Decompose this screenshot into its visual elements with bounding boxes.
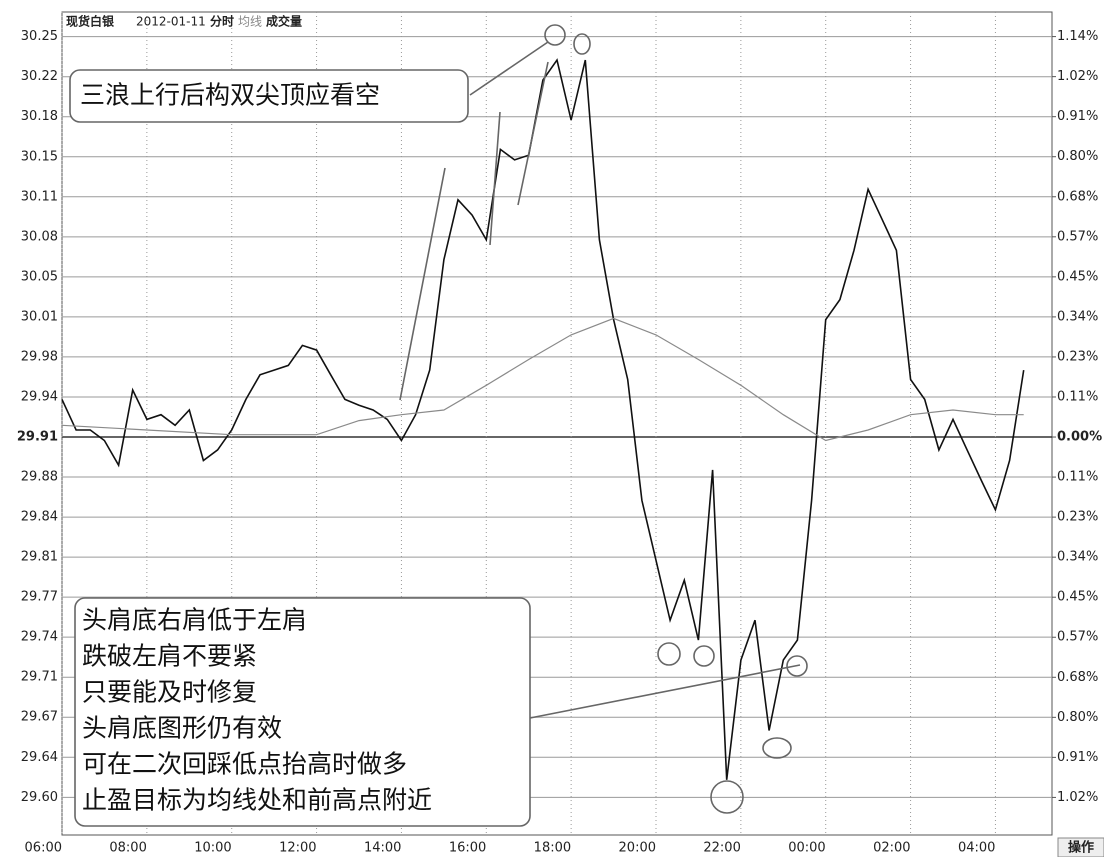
y-tick-label: 30.01 bbox=[21, 309, 58, 324]
y2-tick-label: 0.11% bbox=[1057, 389, 1098, 404]
annotation-line: 可在二次回踩低点抬高时做多 bbox=[82, 750, 407, 779]
indicator: 均线 bbox=[238, 15, 262, 29]
annotation-shapes bbox=[69, 24, 808, 827]
series-line bbox=[61, 317, 1024, 442]
y-tick-label: 29.64 bbox=[21, 750, 58, 765]
y-tick-label: 29.94 bbox=[21, 389, 58, 404]
y2-tick-label: 0.68% bbox=[1057, 189, 1098, 204]
note-box bbox=[69, 69, 469, 123]
x-tick-label: 06:00 bbox=[25, 841, 62, 856]
y2-tick-label: 0.45% bbox=[1057, 269, 1098, 284]
y-tick-label: 30.18 bbox=[21, 109, 58, 124]
annotation-line: 头肩底图形仍有效 bbox=[82, 714, 282, 743]
y2-tick-label: 1.02% bbox=[1057, 790, 1098, 805]
indicator: 成交量 bbox=[266, 14, 302, 29]
x-tick-label: 18:00 bbox=[534, 841, 571, 856]
y-tick-label: 30.22 bbox=[21, 69, 58, 84]
circle bbox=[693, 645, 715, 667]
arrow bbox=[469, 41, 549, 96]
annotation-line: 止盈目标为均线处和前高点附近 bbox=[82, 786, 432, 815]
y-tick-label: 30.25 bbox=[21, 29, 58, 44]
y-tick-label: 30.08 bbox=[21, 229, 58, 244]
x-tick-label: 14:00 bbox=[364, 841, 401, 856]
circle bbox=[762, 737, 792, 759]
x-tick-label: 16:00 bbox=[449, 841, 486, 856]
button-label[interactable]: 操作 bbox=[1068, 840, 1094, 856]
y2-tick-label: 0.00% bbox=[1057, 430, 1102, 445]
x-tick-label: 22:00 bbox=[703, 841, 740, 856]
annotation-line: 跌破左肩不要紧 bbox=[82, 642, 257, 671]
y-tick-label: 29.67 bbox=[21, 710, 58, 725]
y2-tick-label: 0.34% bbox=[1057, 309, 1098, 324]
chart-title: 现货白银 bbox=[66, 14, 115, 29]
y2-tick-label: 0.11% bbox=[1057, 470, 1098, 485]
arrow bbox=[489, 111, 501, 246]
circle bbox=[573, 33, 591, 55]
y2-tick-label: 1.02% bbox=[1057, 69, 1098, 84]
y-tick-label: 29.98 bbox=[21, 349, 58, 364]
y2-tick-label: 0.23% bbox=[1057, 510, 1098, 525]
x-tick-label: 00:00 bbox=[788, 841, 825, 856]
y2-tick-label: 0.45% bbox=[1057, 590, 1098, 605]
series-line bbox=[61, 58, 1025, 780]
y2-tick-label: 0.57% bbox=[1057, 630, 1098, 645]
neckline bbox=[529, 664, 801, 719]
y2-tick-label: 0.57% bbox=[1057, 229, 1098, 244]
y2-tick-label: 0.91% bbox=[1057, 750, 1098, 765]
y-tick-label: 30.11 bbox=[21, 189, 58, 204]
y-tick-label: 29.74 bbox=[21, 630, 58, 645]
circle bbox=[786, 655, 808, 677]
circle bbox=[657, 642, 681, 666]
y2-tick-label: 0.68% bbox=[1057, 670, 1098, 685]
arrow bbox=[399, 167, 446, 401]
annotation-line: 头肩底右肩低于左肩 bbox=[82, 606, 307, 635]
circle bbox=[544, 24, 566, 46]
y-tick-label: 30.15 bbox=[21, 149, 58, 164]
y-tick-label: 29.91 bbox=[17, 430, 58, 445]
arrow bbox=[517, 61, 549, 206]
y-tick-label: 29.84 bbox=[21, 510, 58, 525]
y2-tick-label: 0.34% bbox=[1057, 550, 1098, 565]
y2-tick-label: 0.80% bbox=[1057, 149, 1098, 164]
y-tick-label: 29.60 bbox=[21, 790, 58, 805]
x-tick-label: 04:00 bbox=[958, 841, 995, 856]
y-tick-label: 29.71 bbox=[21, 670, 58, 685]
x-tick-label: 10:00 bbox=[194, 841, 231, 856]
y2-tick-label: 0.91% bbox=[1057, 109, 1098, 124]
y2-tick-label: 0.23% bbox=[1057, 349, 1098, 364]
y2-tick-label: 0.80% bbox=[1057, 710, 1098, 725]
x-tick-label: 08:00 bbox=[109, 841, 146, 856]
y-tick-label: 29.77 bbox=[21, 590, 58, 605]
date: 2012-01-11 bbox=[136, 15, 206, 29]
x-tick-label: 02:00 bbox=[873, 841, 910, 856]
y-tick-label: 29.81 bbox=[21, 550, 58, 565]
circle bbox=[710, 780, 744, 814]
y-tick-label: 30.05 bbox=[21, 269, 58, 284]
y-tick-label: 29.88 bbox=[21, 470, 58, 485]
note-box bbox=[74, 597, 531, 827]
x-tick-label: 12:00 bbox=[279, 841, 316, 856]
x-tick-label: 20:00 bbox=[619, 841, 656, 856]
annotation: 三浪上行后构双尖顶应看空 bbox=[80, 81, 380, 110]
annotation-line: 只要能及时修复 bbox=[82, 678, 257, 707]
mode: 分时 bbox=[210, 14, 234, 29]
y2-tick-label: 1.14% bbox=[1057, 29, 1098, 44]
